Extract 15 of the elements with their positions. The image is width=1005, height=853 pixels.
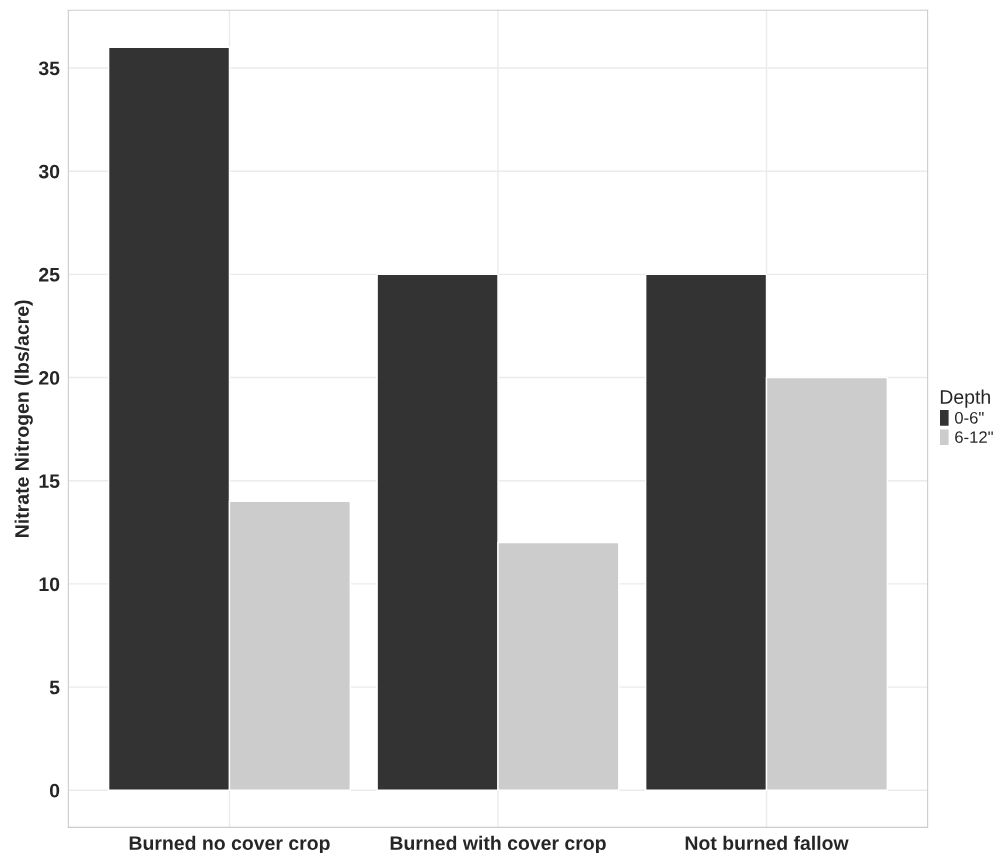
- y-tick-label: 35: [38, 61, 60, 76]
- y-tick-label: 25: [39, 267, 60, 282]
- y-tick-label: 0: [49, 783, 60, 798]
- legend-title: Depth: [940, 389, 990, 408]
- y-axis-title: Nitrate Nitrogen (lbs/acre): [14, 300, 33, 537]
- legend-label: 0-6": [954, 411, 984, 424]
- x-tick-label: Burned with cover crop: [390, 835, 606, 853]
- y-tick-label: 15: [39, 474, 60, 488]
- y-tick-label: 30: [38, 164, 60, 179]
- x-tick-label: Burned no cover crop: [129, 835, 330, 853]
- legend-label: 6-12": [955, 431, 993, 444]
- x-tick-label: Not burned fallow: [685, 835, 849, 851]
- y-tick-label: 20: [39, 371, 60, 385]
- y-tick-label: 5: [49, 680, 60, 695]
- y-tick-label: 10: [39, 577, 60, 592]
